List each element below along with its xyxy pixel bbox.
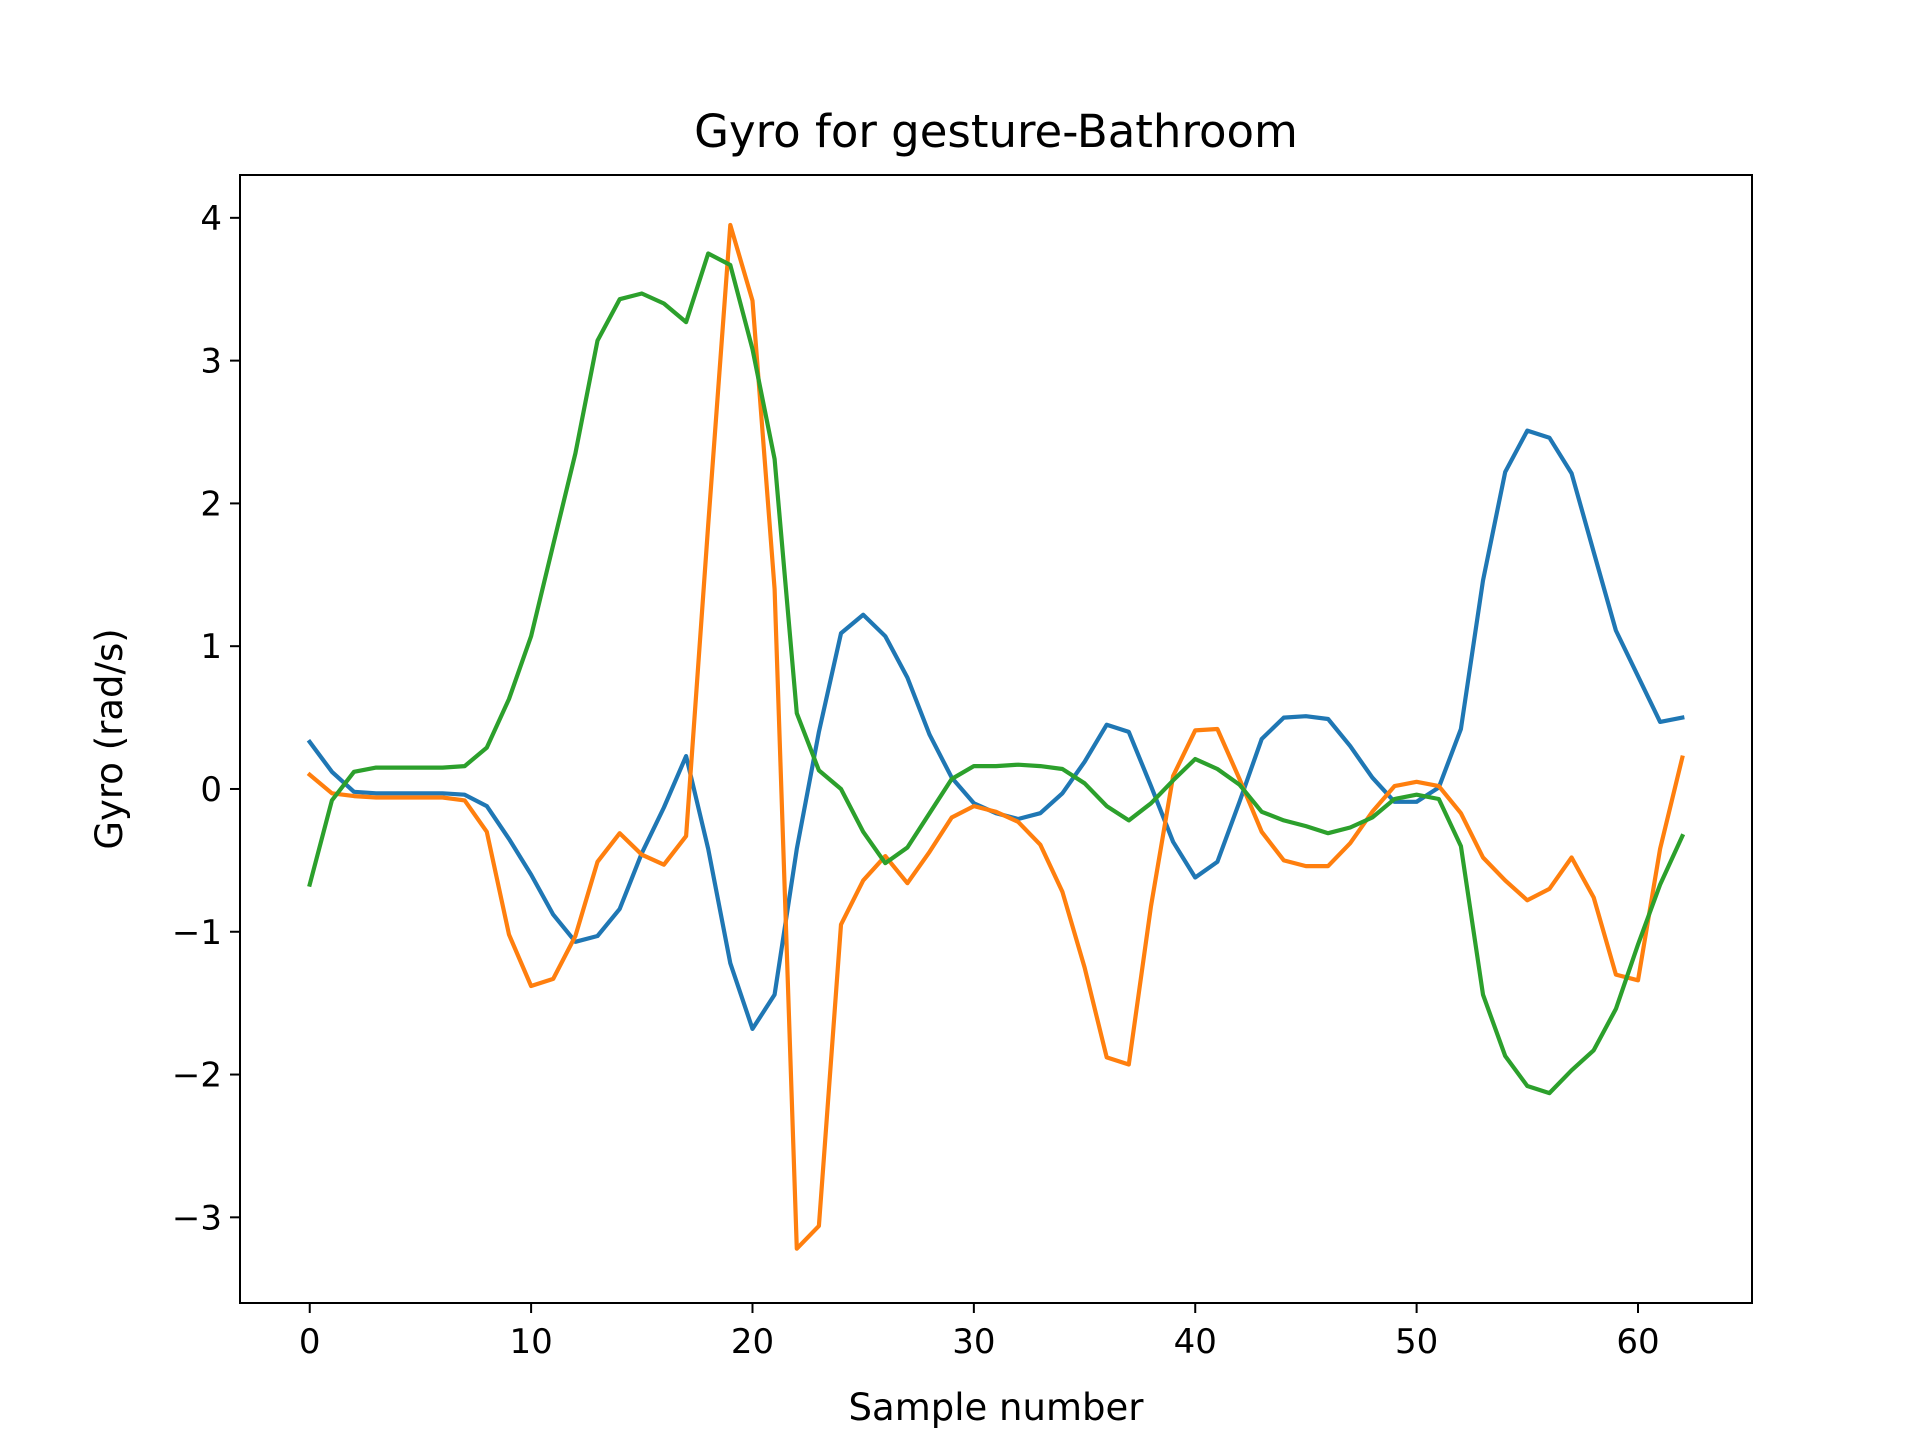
x-tick-label: 50 — [1395, 1322, 1438, 1362]
y-tick-label: 1 — [200, 627, 222, 667]
x-tick-label: 40 — [1174, 1322, 1217, 1362]
y-axis-ticks: 4 3 2 1 0 −1 −2 −3 — [172, 199, 240, 1238]
y-tick-label: 2 — [200, 484, 222, 524]
x-tick-label: 20 — [731, 1322, 774, 1362]
x-tick-label: 60 — [1616, 1322, 1659, 1362]
y-tick-label: 3 — [200, 342, 222, 382]
series-line-3 — [307, 251, 1686, 1096]
axes-frame — [239, 174, 1753, 1304]
y-axis-label: Gyro (rad/s) — [88, 628, 131, 849]
chart-title: Gyro for gesture-Bathroom — [694, 105, 1298, 158]
y-tick-label: −2 — [172, 1056, 222, 1096]
x-axis-label: Sample number — [849, 1386, 1145, 1429]
x-axis-ticks: 0 10 20 30 40 50 60 — [299, 1303, 1660, 1362]
x-tick-label: 30 — [952, 1322, 995, 1362]
series-layer — [306, 222, 1686, 1251]
x-tick-label: 0 — [299, 1322, 321, 1362]
series-line-2 — [306, 222, 1685, 1251]
y-tick-label: −3 — [172, 1198, 222, 1238]
y-tick-label: 0 — [200, 770, 222, 810]
y-tick-label: −1 — [172, 913, 222, 953]
x-tick-label: 10 — [509, 1322, 552, 1362]
y-tick-label: 4 — [200, 199, 222, 239]
